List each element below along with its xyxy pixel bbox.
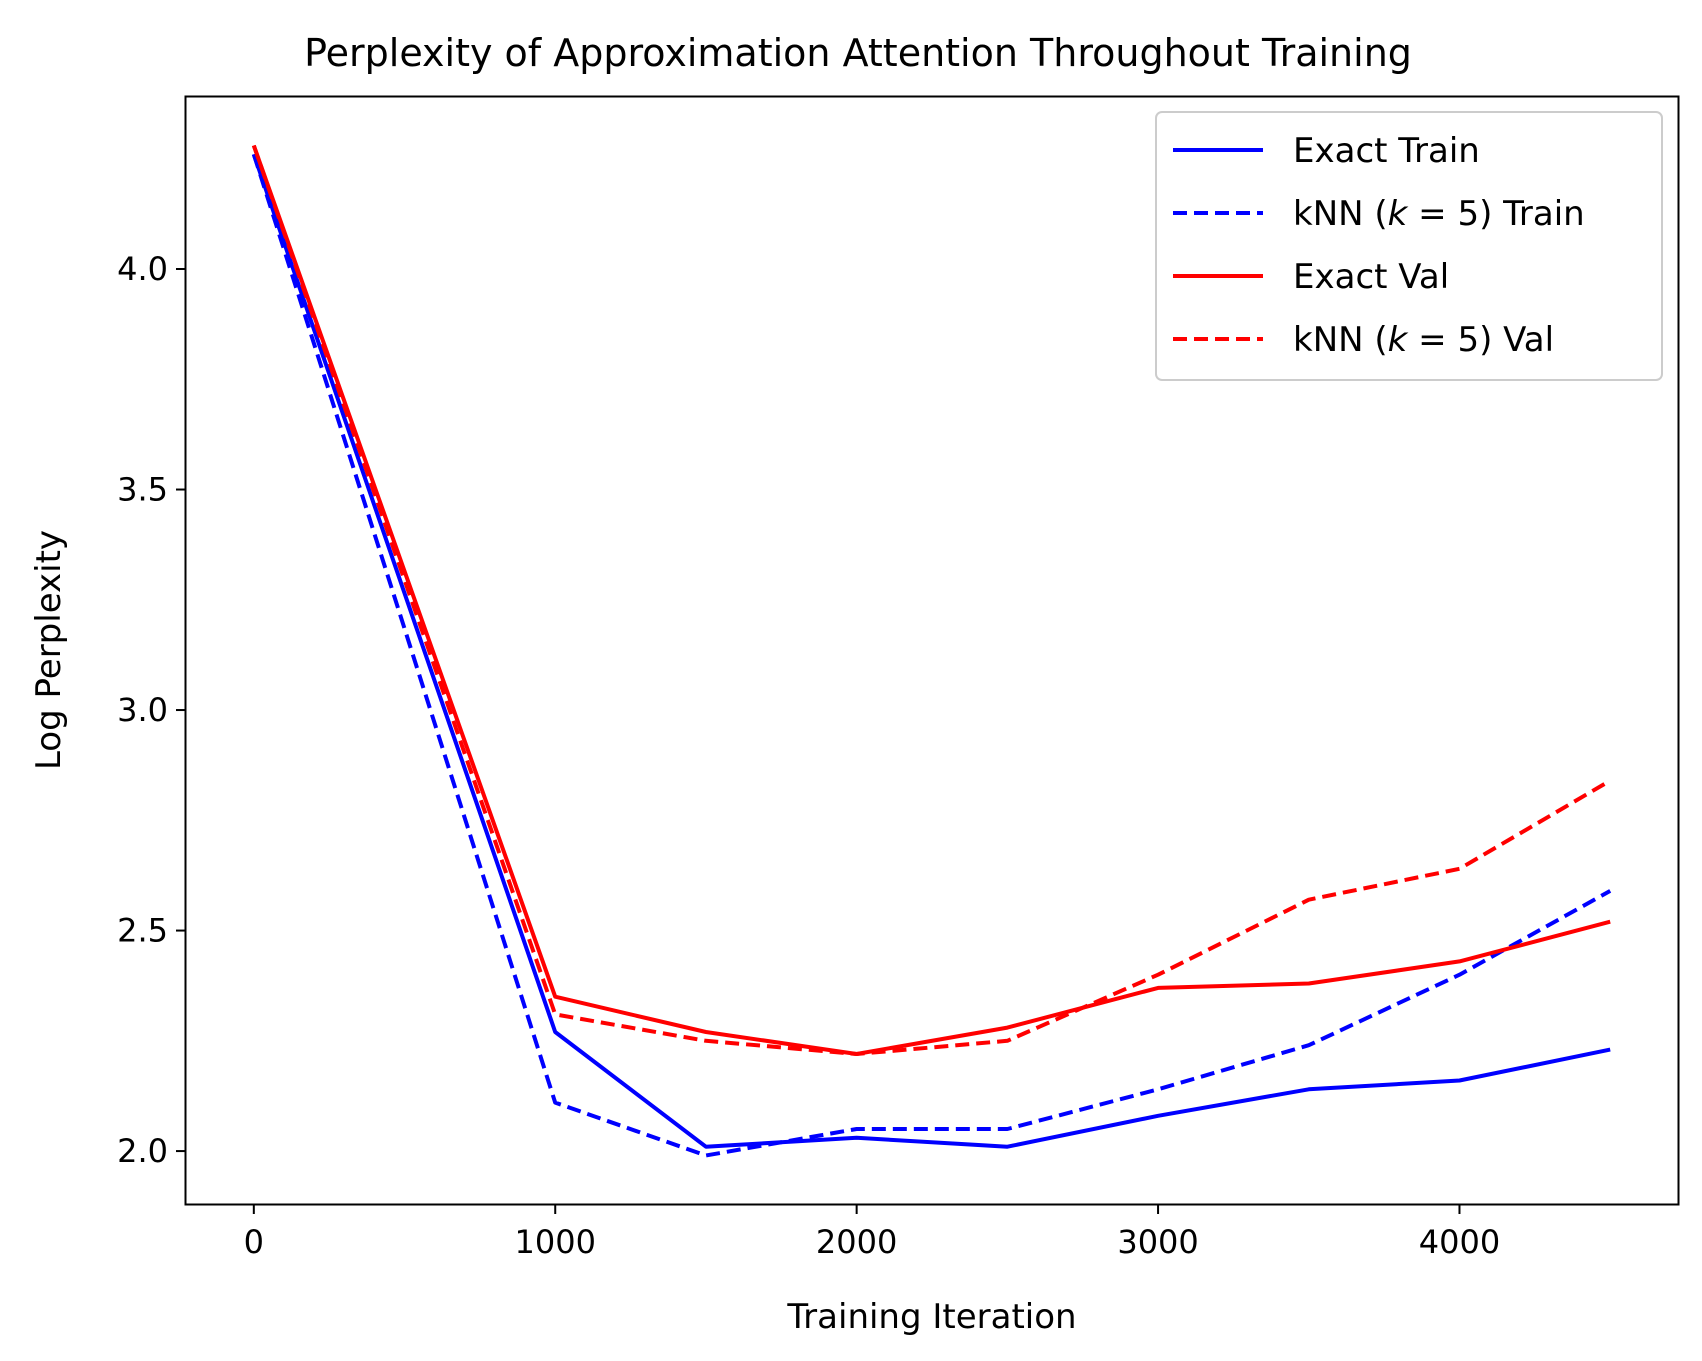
legend: Exact Train kNN (k = 5) Train Exact Val kNN… bbox=[1155, 111, 1663, 381]
y-tick-label: 2.0 bbox=[117, 1132, 168, 1170]
chart-title: Perplexity of Approximation Attention Th… bbox=[304, 31, 1412, 75]
legend-label: Exact Val bbox=[1293, 257, 1449, 297]
plot-lines bbox=[251, 144, 1612, 1158]
series-line-3 bbox=[251, 144, 1611, 1056]
y-tick-label: 4.0 bbox=[117, 250, 168, 288]
series-line-1 bbox=[251, 153, 1611, 1149]
series-line-4 bbox=[251, 144, 1612, 1056]
y-tick-label: 3.0 bbox=[117, 691, 168, 729]
legend-label: kNN (k = 5) Train bbox=[1293, 194, 1585, 234]
legend-label: kNN (k = 5) Val bbox=[1293, 320, 1554, 360]
x-tick-label: 3000 bbox=[1117, 1223, 1198, 1261]
y-axis-label: Log Perplexity bbox=[29, 530, 69, 770]
y-ticks: 2.0 2.5 3.0 3.5 4.0 bbox=[117, 250, 186, 1170]
x-tick-label: 4000 bbox=[1419, 1223, 1500, 1261]
legend-label: Exact Train bbox=[1293, 131, 1480, 171]
x-ticks: 0 1000 2000 3000 4000 bbox=[244, 1204, 1500, 1261]
legend-box bbox=[1155, 111, 1663, 381]
y-tick-label: 3.5 bbox=[117, 471, 168, 509]
series-line-2 bbox=[251, 153, 1612, 1158]
y-tick-label: 2.5 bbox=[117, 912, 168, 950]
plot-frame bbox=[184, 95, 1680, 1206]
x-tick-label: 1000 bbox=[515, 1223, 596, 1261]
x-tick-label: 2000 bbox=[816, 1223, 897, 1261]
x-tick-label: 0 bbox=[244, 1223, 264, 1261]
x-axis-label: Training Iteration bbox=[786, 1297, 1076, 1337]
